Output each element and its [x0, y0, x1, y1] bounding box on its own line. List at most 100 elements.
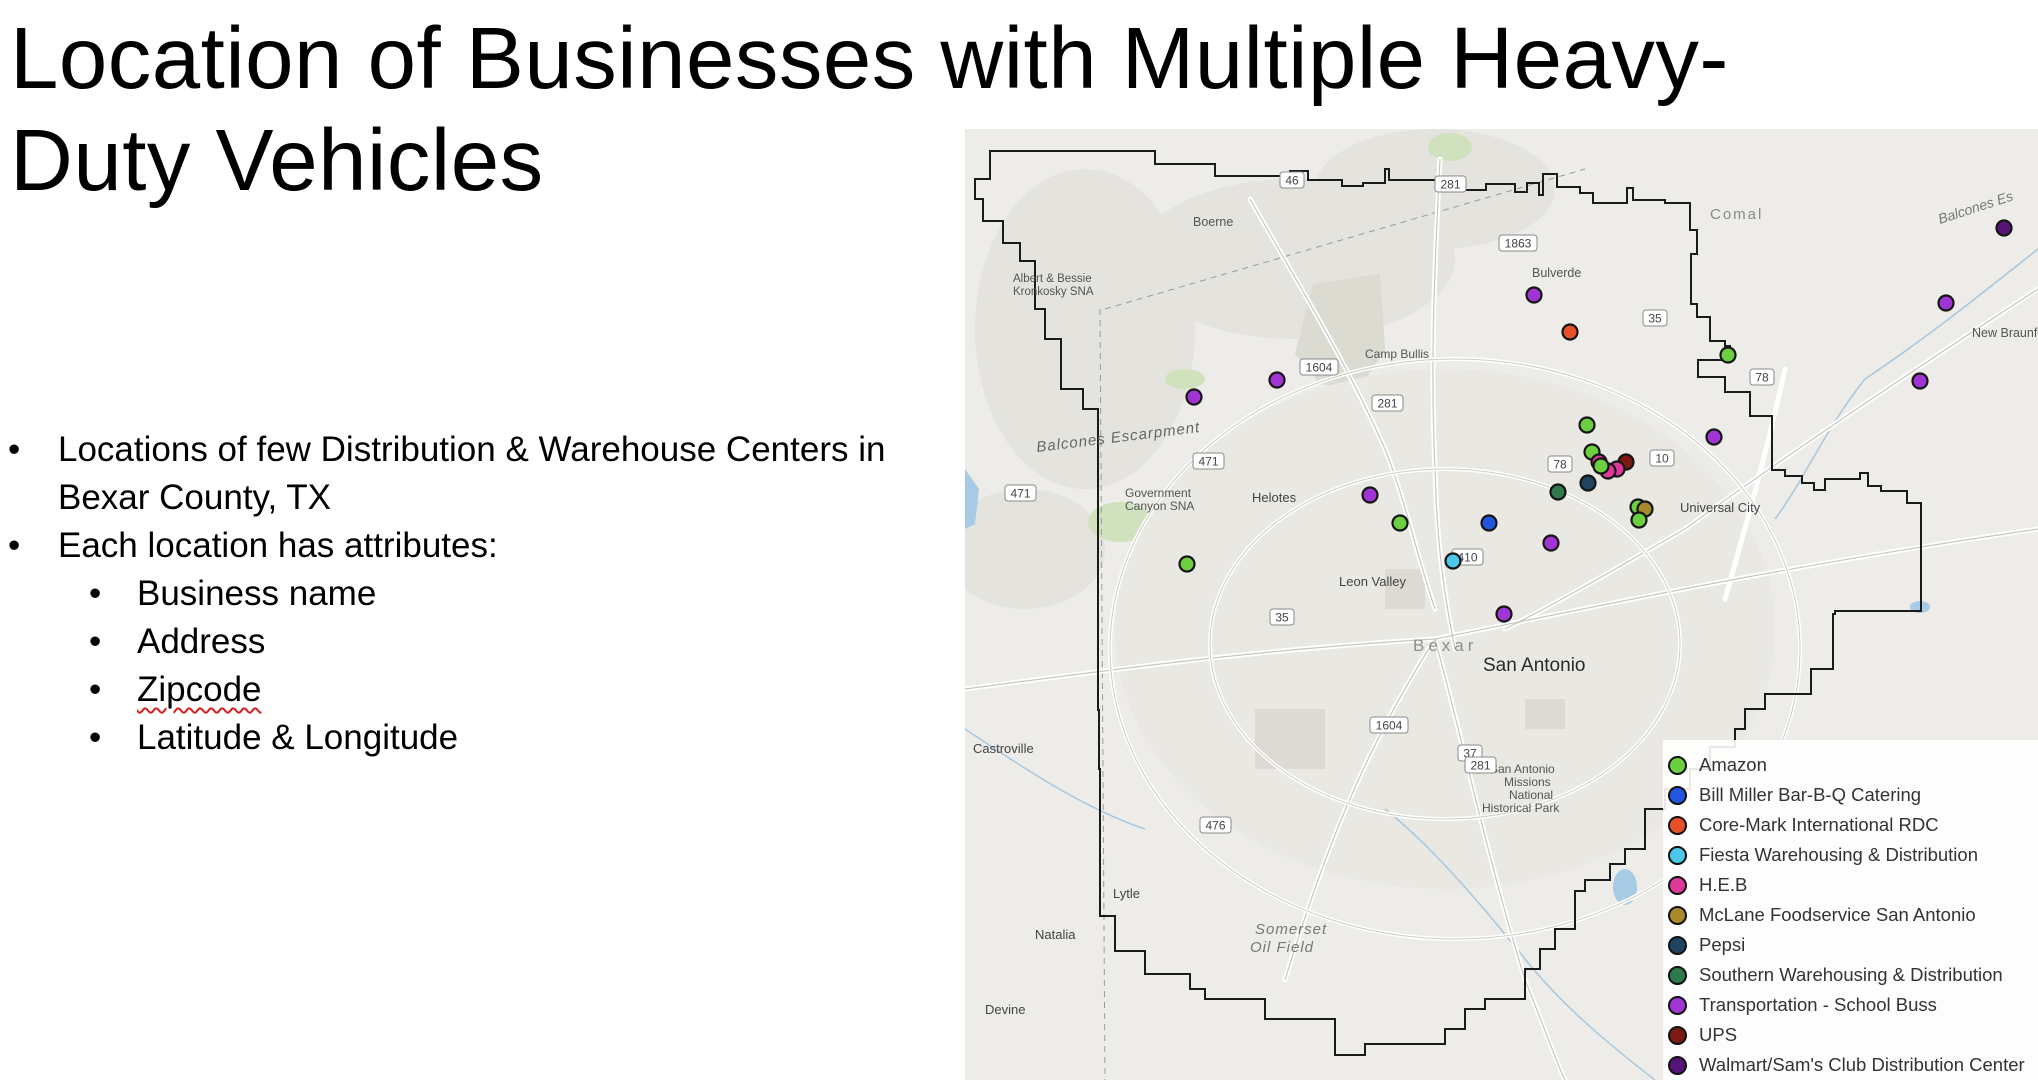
- business-location-point[interactable]: [1719, 346, 1737, 364]
- legend-label: Southern Warehousing & Distribution: [1699, 964, 2003, 985]
- business-location-point[interactable]: [1495, 605, 1513, 623]
- highway-shield-number: 35: [1275, 611, 1289, 625]
- label-new-braunfels: New Braunfels: [1972, 326, 2038, 340]
- legend-item: Amazon: [1663, 750, 1767, 780]
- business-location-point[interactable]: [1911, 372, 1929, 390]
- legend-label: H.E.B: [1699, 874, 1748, 895]
- label-san-antonio: San Antonio: [1483, 655, 1585, 676]
- legend-item: UPS: [1663, 1020, 1737, 1050]
- bexar-county-boundary: [974, 150, 1922, 1056]
- highway-shield: 78: [1547, 455, 1573, 473]
- sub-bullet-business-name: Business name: [0, 570, 900, 618]
- label-helotes: Helotes: [1252, 490, 1297, 505]
- label-kronkosky: Kronkosky SNA: [1013, 286, 1094, 298]
- business-location-point[interactable]: [1444, 552, 1462, 570]
- legend-label: Pepsi: [1699, 934, 1746, 955]
- label-oil-field: Oil Field: [1250, 939, 1314, 956]
- label-natalia: Natalia: [1035, 927, 1076, 942]
- label-albert-bessie: Albert & Bessie: [1013, 273, 1092, 285]
- legend-label: McLane Foodservice San Antonio: [1699, 904, 1976, 925]
- label-bexar: Bexar: [1413, 636, 1477, 655]
- legend-swatch: [1668, 1055, 1687, 1075]
- highway-shield-number: 471: [1198, 455, 1218, 469]
- label-devine: Devine: [985, 1002, 1025, 1017]
- highway-shield-number: 35: [1648, 312, 1662, 326]
- bullet-list: Locations of few Distribution & Warehous…: [0, 426, 900, 762]
- highway-shield-number: 471: [1010, 487, 1030, 501]
- business-location-point[interactable]: [1268, 371, 1286, 389]
- business-location-point[interactable]: [1705, 428, 1723, 446]
- legend-item: Fiesta Warehousing & Distribution: [1663, 840, 1978, 870]
- business-location-point[interactable]: [1995, 219, 2013, 237]
- legend-label: Fiesta Warehousing & Distribution: [1699, 844, 1978, 865]
- bullet-distribution-centers: Locations of few Distribution & Warehous…: [0, 426, 900, 522]
- label-sa-missions-2: Missions: [1504, 775, 1551, 789]
- legend-label: Walmart/Sam's Club Distribution Center: [1699, 1054, 2025, 1075]
- highway-shield: 1604: [1299, 358, 1339, 376]
- dashed-boundary-west: [1099, 308, 1106, 1080]
- highway-shield: 471: [1004, 484, 1037, 502]
- legend-label: Bill Miller Bar-B-Q Catering: [1699, 784, 1922, 805]
- business-location-point[interactable]: [1561, 323, 1579, 341]
- highway-shield-number: 78: [1553, 458, 1567, 472]
- legend-swatch: [1668, 845, 1687, 865]
- business-location-point[interactable]: [1391, 514, 1409, 532]
- label-universal-city: Universal City: [1680, 500, 1761, 515]
- legend-swatch: [1668, 1025, 1687, 1045]
- label-government: Government: [1125, 486, 1192, 500]
- label-canyon-sna: Canyon SNA: [1125, 499, 1194, 513]
- business-location-point[interactable]: [1178, 555, 1196, 573]
- business-points: [1178, 219, 2013, 623]
- sub-bullet-address: Address: [0, 618, 900, 666]
- business-location-point[interactable]: [1630, 511, 1648, 529]
- legend-swatch: [1668, 785, 1687, 805]
- highway-shield: 1604: [1369, 716, 1409, 734]
- legend-swatch: [1668, 755, 1687, 775]
- sub-bullet-lat-long: Latitude & Longitude: [0, 714, 900, 762]
- business-location-point[interactable]: [1592, 457, 1610, 475]
- hill-shading: [965, 129, 1555, 609]
- business-location-point[interactable]: [1361, 486, 1379, 504]
- business-location-point[interactable]: [1579, 474, 1597, 492]
- business-location-point[interactable]: [1525, 286, 1543, 304]
- bullet-attributes: Each location has attributes:: [0, 522, 900, 570]
- highway-shield-number: 10: [1655, 452, 1669, 466]
- highway-shield-number: 281: [1377, 397, 1397, 411]
- label-castroville: Castroville: [973, 741, 1034, 756]
- legend-label: Core-Mark International RDC: [1699, 814, 1939, 835]
- legend-item: Core-Mark International RDC: [1663, 810, 1939, 840]
- highway-shield: 471: [1192, 452, 1225, 470]
- label-comal: Comal: [1710, 206, 1763, 223]
- business-location-point[interactable]: [1578, 416, 1596, 434]
- legend-item: Southern Warehousing & Distribution: [1663, 960, 2003, 990]
- business-location-point[interactable]: [1480, 514, 1498, 532]
- highway-shield: 281: [1371, 394, 1404, 412]
- highway-shield-number: 476: [1205, 819, 1225, 833]
- highway-shield-number: 281: [1440, 178, 1460, 192]
- highway-shield-number: 1604: [1376, 719, 1403, 733]
- highway-shield: 10: [1649, 449, 1675, 467]
- legend-swatch: [1668, 815, 1687, 835]
- highway-shield-number: 78: [1755, 371, 1769, 385]
- business-location-point[interactable]: [1185, 388, 1203, 406]
- legend-swatch: [1668, 905, 1687, 925]
- green-areas: [1088, 133, 1472, 542]
- business-location-point[interactable]: [1542, 534, 1560, 552]
- legend-label: UPS: [1699, 1024, 1738, 1045]
- highway-shield: 78: [1749, 368, 1775, 386]
- business-location-point[interactable]: [1937, 294, 1955, 312]
- highway-shield: 476: [1199, 816, 1232, 834]
- highway-shield-number: 46: [1285, 174, 1299, 188]
- highway-shield: 35: [1642, 309, 1668, 327]
- label-sa-missions-1: San Antonio: [1490, 762, 1555, 776]
- business-location-point[interactable]: [1549, 483, 1567, 501]
- legend-swatch: [1668, 995, 1687, 1015]
- legend-swatch: [1668, 875, 1687, 895]
- bexar-county-map[interactable]: Boerne Bulverde Comal Balcones Es New Br…: [965, 129, 2038, 1080]
- highway-shield: 410: [1451, 548, 1484, 566]
- highway-shield: 46: [1279, 171, 1305, 189]
- label-somerset: Somerset: [1255, 921, 1327, 938]
- highway-shield-number: 1863: [1505, 237, 1532, 251]
- loops-edge: [1109, 358, 1801, 940]
